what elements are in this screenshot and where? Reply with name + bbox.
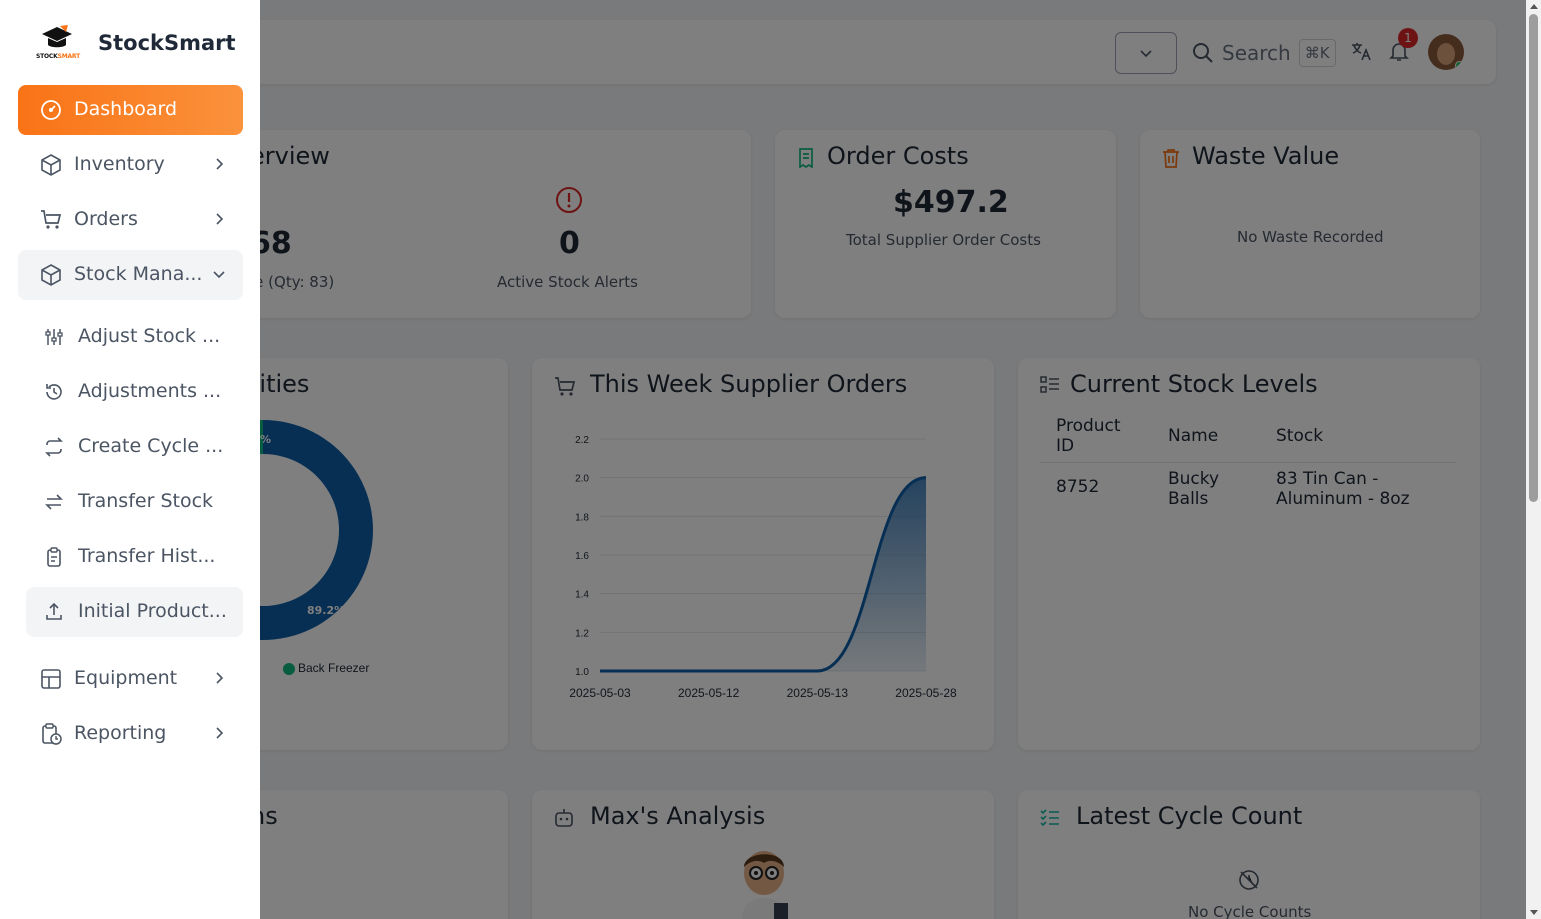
sidebar-subitem-initial-product[interactable]: Initial Product... [26,587,243,637]
scroll-down-arrow[interactable] [1530,910,1538,915]
sidebar-subitem-label: Create Cycle ... [78,435,224,457]
clipboard-icon [47,547,61,567]
sidebar-item-label: Inventory [74,153,165,175]
sidebar-subitem-label: Adjustments ... [78,380,222,402]
brand[interactable]: STOCKSMART StockSmart [36,24,236,62]
sidebar-item-inventory[interactable]: Inventory [18,140,243,190]
chevron-right-icon [216,213,224,225]
stocksmart-logo: STOCKSMART [36,24,80,62]
brand-name: StockSmart [98,31,236,55]
clipboard-clock-icon [42,723,62,745]
upload-icon [46,602,62,620]
package-icon [41,154,61,176]
sidebar-item-orders[interactable]: Orders [18,195,243,245]
sidebar-subitem-label: Transfer Stock [78,490,214,512]
sidebar-item-label: Equipment [74,667,178,689]
chevron-right-icon [216,158,224,170]
sidebar-item-label: Stock Mana... [74,263,203,285]
sidebar-item-label: Dashboard [74,98,178,120]
sidebar-subitem-label: Transfer Hist... [78,545,216,567]
history-icon [46,384,62,400]
sidebar-subitem-label: Initial Product... [78,600,227,622]
gauge-icon [41,100,61,120]
arrows-left-right-icon [45,494,63,510]
sidebar-item-stock-management[interactable]: Stock Mana... [18,250,243,300]
page-scrollbar[interactable] [1526,0,1541,919]
box-icon [41,264,61,286]
sidebar-item-reporting[interactable]: Reporting [18,709,243,759]
sidebar-item-dashboard[interactable]: Dashboard [18,85,243,135]
sidebar-subitem-adjustments[interactable]: Adjustments ... [26,367,243,417]
sidebar: STOCKSMART StockSmart Dashboard Inventor… [0,0,260,919]
sidebar-item-label: Orders [74,208,138,230]
sidebar-subitem-transfer-stock[interactable]: Transfer Stock [26,477,243,527]
scroll-thumb[interactable] [1529,14,1538,502]
sidebar-subitem-label: Adjust Stock ... [78,325,221,347]
repeat-icon [45,437,63,457]
layout-icon [41,669,61,689]
sidebar-subitem-create-cycle[interactable]: Create Cycle ... [26,422,243,472]
chevron-down-icon [213,271,225,279]
chevron-right-icon [216,672,224,684]
chevron-right-icon [216,727,224,739]
sliders-icon [45,329,63,345]
scroll-up-arrow[interactable] [1530,4,1538,9]
sidebar-subitem-transfer-history[interactable]: Transfer Hist... [26,532,243,582]
sidebar-item-equipment[interactable]: Equipment [18,654,243,704]
sidebar-item-label: Reporting [74,722,167,744]
cart-icon [41,210,62,229]
sidebar-subitem-adjust-stock[interactable]: Adjust Stock ... [26,312,243,362]
